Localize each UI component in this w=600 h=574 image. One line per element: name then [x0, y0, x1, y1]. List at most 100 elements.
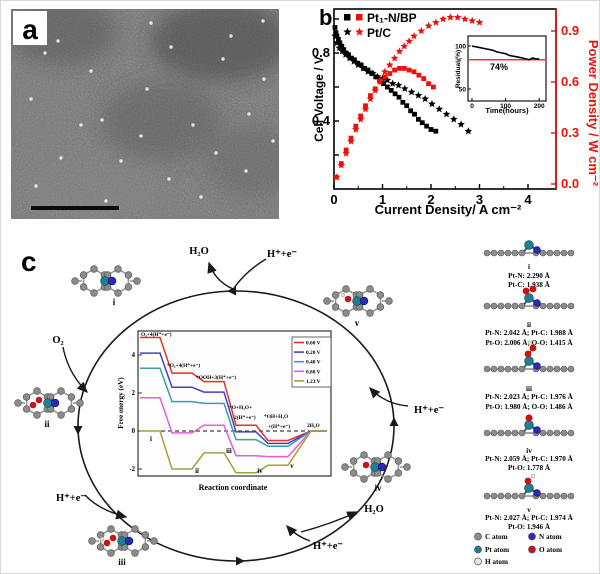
bond-lengths-iv-2: Pt-O: 1.778 Å — [508, 463, 551, 472]
micrograph-shading — [11, 9, 279, 219]
h-atom-icon — [340, 292, 346, 298]
bright-spot — [89, 69, 93, 73]
bright-spot — [214, 151, 218, 155]
legend-square-black-icon — [344, 14, 351, 21]
fe-annotation-4: 2(H⁺+e⁻) — [234, 414, 256, 421]
cycle-site-label-iii: iii — [118, 557, 126, 567]
y-right-tick-label: 0.0 — [561, 176, 579, 191]
x-tick-label: 4 — [524, 192, 532, 207]
cycle-intermediate-iii — [88, 525, 158, 557]
cycle-reaction-arrows — [62, 258, 409, 542]
bond-lengths-i-1: Pt-N: 2.290 Å — [508, 271, 551, 280]
cycle-intermediate-v — [323, 285, 393, 317]
n-atom-icon — [533, 362, 541, 370]
h-atom-icon — [530, 473, 536, 479]
h-atom-icon — [99, 536, 105, 542]
cycle-arrow-right-icon — [389, 417, 399, 426]
label-h-e-bottom-left: H⁺+e⁻ — [56, 493, 86, 504]
pt-atom-icon — [524, 356, 534, 366]
n-atom-icon — [377, 462, 387, 472]
n-atom-icon — [50, 398, 60, 408]
single-atom-bright-spots — [29, 19, 275, 203]
bright-spot — [167, 177, 171, 181]
dft-structure-iv — [483, 414, 575, 437]
bond-lengths-iii-1: Pt-N: 2.023 Å; Pt-C: 1.976 Å — [485, 392, 573, 401]
bright-spot — [271, 139, 275, 143]
arrow-h2o-bottom-out — [300, 511, 359, 533]
bright-spot — [262, 77, 266, 81]
n-atom-swatch-icon — [528, 532, 536, 541]
label-h-e-top: H⁺+e⁻ — [267, 249, 297, 260]
x-axis-title: Current Density/ A cm⁻² — [375, 202, 522, 217]
chart-legend: Pt₁-N/BP Pt/C — [343, 11, 417, 40]
fe-legend-label: 1.23 V — [306, 379, 321, 385]
x-tick-label: 3 — [476, 192, 483, 207]
bright-spot — [43, 51, 47, 55]
atom-legend-label-1: N atom — [539, 533, 562, 541]
x-tick-label: 2 — [427, 192, 434, 207]
dft-structure-v — [483, 473, 575, 500]
fe-y-title: Free energy (eV) — [117, 377, 125, 429]
inset-x-tick: 200 — [534, 103, 545, 110]
bond-lengths-ii-1: Pt-N: 2.042 Å; Pt-C: 1.988 Å — [485, 328, 573, 337]
bright-spot — [244, 169, 248, 173]
bright-spot — [229, 34, 233, 38]
fe-y-tick: 0 — [132, 428, 136, 435]
durability-inset: 50 100 0 100 200 74% Time(hours) Residualⱼ(%… — [455, 35, 547, 115]
bright-spot — [34, 184, 38, 188]
cycle-site-label-i: i — [113, 297, 116, 307]
dft-structure-ii — [483, 285, 575, 310]
y-left-tick-label: 0.8 — [312, 45, 330, 60]
fe-legend: 0.00 V 0.20 V 0.40 V 0.80 V 1.23 V — [291, 336, 332, 388]
n-atom-icon — [533, 246, 541, 254]
fe-legend-label: 0.80 V — [306, 369, 321, 375]
cycle-intermediate-iv — [341, 451, 411, 483]
atom-legend-label-2: Pt atom — [485, 546, 509, 554]
y-left-axis-title: Cell Voltage / V — [312, 56, 326, 142]
y-right-tick-label: 0.3 — [561, 125, 579, 140]
bright-spot — [56, 39, 60, 43]
fe-legend-label: 0.40 V — [306, 360, 321, 366]
legend-star-icons — [343, 27, 364, 36]
bright-spot — [145, 87, 149, 91]
atom-legend-label-3: O atom — [539, 546, 562, 554]
cycle-arrow-left-icon — [73, 426, 83, 435]
arrow-h-e-right-in — [369, 386, 409, 407]
o-atom-icon — [524, 477, 532, 485]
plot-series: 0 1 2 3 4 0.4 0.8 0.0 0.3 0.6 0.9 — [312, 13, 579, 207]
structure-label-iv: iv — [526, 447, 532, 455]
fe-step-label-ii: ii — [195, 468, 199, 475]
fe-legend-label: 0.20 V — [306, 350, 321, 356]
panel-c-cycle: c H₂O H⁺+e⁻ O₂ H⁺+e⁻ H⁺+e⁻ H⁺+e⁻ H₂O iii… — [14, 240, 575, 567]
bright-spot — [221, 57, 225, 61]
cycle-site-label-iv: iv — [374, 483, 382, 493]
label-h-e-bottom-center: H⁺+e⁻ — [313, 541, 343, 552]
x-tick-label: 1 — [379, 192, 386, 207]
fe-annotation-0: O₂+4(H⁺+e⁻) — [141, 331, 172, 338]
o-atom-icon — [524, 350, 532, 358]
o-atom-icon — [109, 534, 117, 542]
structure-label-v: v — [527, 506, 531, 514]
fe-step-label-v: v — [290, 463, 294, 470]
label-h2o-top: H₂O — [189, 246, 208, 257]
fe-y-tick: 4 — [132, 352, 136, 359]
label-h-e-right: H⁺+e⁻ — [414, 405, 444, 416]
pt-atom-icon — [524, 483, 534, 493]
panel-b-label: b — [319, 5, 332, 30]
legend-label-ptc: Pt/C — [367, 26, 391, 40]
cycle-site-label-v: v — [355, 318, 360, 328]
fe-step-label-iii: iii — [226, 448, 232, 455]
dft-structure-i — [483, 240, 575, 257]
cycle-site-label-ii: ii — [44, 419, 50, 429]
y-right-tick-label: 0.6 — [561, 74, 579, 89]
fe-series-0.80V — [140, 397, 327, 458]
bright-spot — [247, 112, 251, 116]
bright-spot — [199, 195, 203, 199]
structure-label-i: i — [528, 263, 530, 271]
fe-annotation-5: *OH+H₂O — [264, 414, 288, 420]
fe-x-title: Reaction coordinate — [199, 483, 268, 492]
